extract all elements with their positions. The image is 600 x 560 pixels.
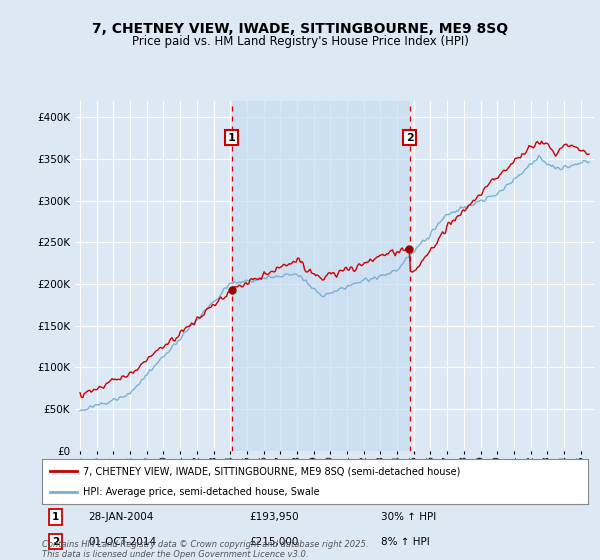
- Bar: [232, 101, 410, 451]
- Text: HPI: Average price, semi-detached house, Swale: HPI: Average price, semi-detached house,…: [83, 487, 320, 497]
- Text: 28-JAN-2004: 28-JAN-2004: [88, 512, 154, 522]
- Text: 2: 2: [406, 133, 413, 143]
- Text: 8% ↑ HPI: 8% ↑ HPI: [380, 536, 429, 547]
- Text: 1: 1: [52, 512, 59, 522]
- Text: Price paid vs. HM Land Registry's House Price Index (HPI): Price paid vs. HM Land Registry's House …: [131, 35, 469, 48]
- Text: 2: 2: [52, 536, 59, 547]
- Text: £215,000: £215,000: [250, 536, 299, 547]
- Text: 30% ↑ HPI: 30% ↑ HPI: [380, 512, 436, 522]
- Text: 1: 1: [227, 133, 235, 143]
- Text: £193,950: £193,950: [250, 512, 299, 522]
- Text: 01-OCT-2014: 01-OCT-2014: [88, 536, 157, 547]
- Text: 7, CHETNEY VIEW, IWADE, SITTINGBOURNE, ME9 8SQ (semi-detached house): 7, CHETNEY VIEW, IWADE, SITTINGBOURNE, M…: [83, 466, 460, 477]
- Text: Contains HM Land Registry data © Crown copyright and database right 2025.
This d: Contains HM Land Registry data © Crown c…: [42, 540, 368, 559]
- Text: 7, CHETNEY VIEW, IWADE, SITTINGBOURNE, ME9 8SQ: 7, CHETNEY VIEW, IWADE, SITTINGBOURNE, M…: [92, 22, 508, 36]
